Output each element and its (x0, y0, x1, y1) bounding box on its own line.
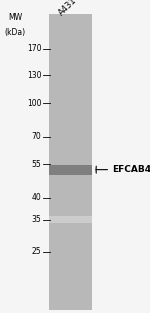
Bar (50, 165, 92, 175)
Text: MW: MW (8, 13, 22, 22)
Text: 55: 55 (32, 160, 41, 169)
Text: 25: 25 (32, 248, 41, 256)
Text: 40: 40 (32, 193, 41, 202)
Text: 100: 100 (27, 99, 41, 108)
Text: 170: 170 (27, 44, 41, 53)
Text: (kDa): (kDa) (4, 28, 26, 37)
Text: A431: A431 (57, 0, 78, 17)
Bar (50, 216, 92, 223)
Text: EFCAB4B: EFCAB4B (112, 165, 150, 174)
Text: 70: 70 (32, 132, 41, 141)
Text: 130: 130 (27, 71, 41, 80)
Bar (50, 14, 92, 310)
Text: 35: 35 (32, 215, 41, 224)
